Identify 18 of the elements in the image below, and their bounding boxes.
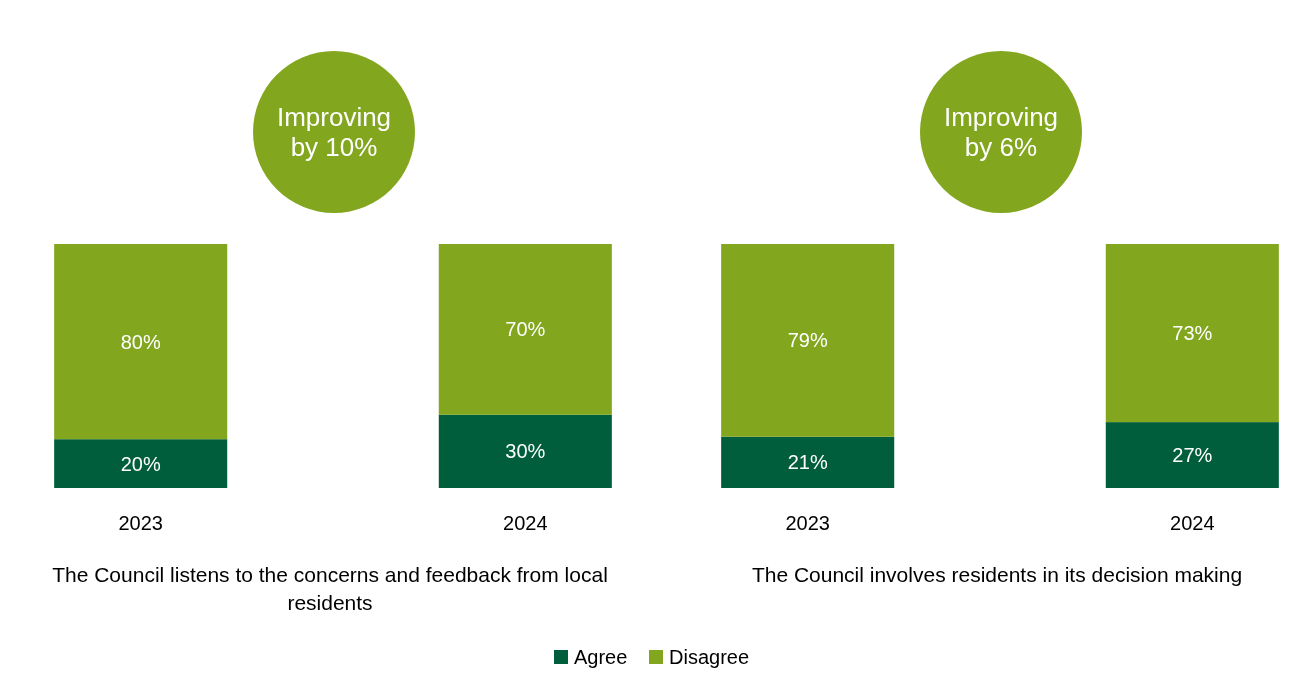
x-tick-label: 2024	[503, 512, 548, 534]
data-label: 21%	[787, 451, 828, 474]
data-label: 79%	[787, 329, 828, 352]
data-label: 80%	[120, 330, 161, 353]
x-axis-title: The Council listens to the concerns and feedback from local residents	[52, 563, 608, 614]
x-tick-label: 2023	[785, 512, 830, 534]
x-axis-title: The Council involves residents in its decision making	[751, 563, 1243, 586]
data-label: 73%	[1172, 322, 1213, 345]
legend-label: Agree	[574, 646, 628, 668]
data-label: 70%	[505, 318, 546, 341]
x-tick-label: 2023	[118, 512, 163, 534]
data-label: 27%	[1172, 444, 1213, 467]
data-label: 30%	[505, 440, 546, 463]
text: Improving by 6%	[943, 102, 1059, 163]
text: Improving by 10%	[276, 102, 392, 163]
x-tick-label: 2024	[1170, 512, 1215, 534]
legend-label: Disagree	[669, 646, 750, 668]
data-label: 20%	[120, 452, 161, 475]
